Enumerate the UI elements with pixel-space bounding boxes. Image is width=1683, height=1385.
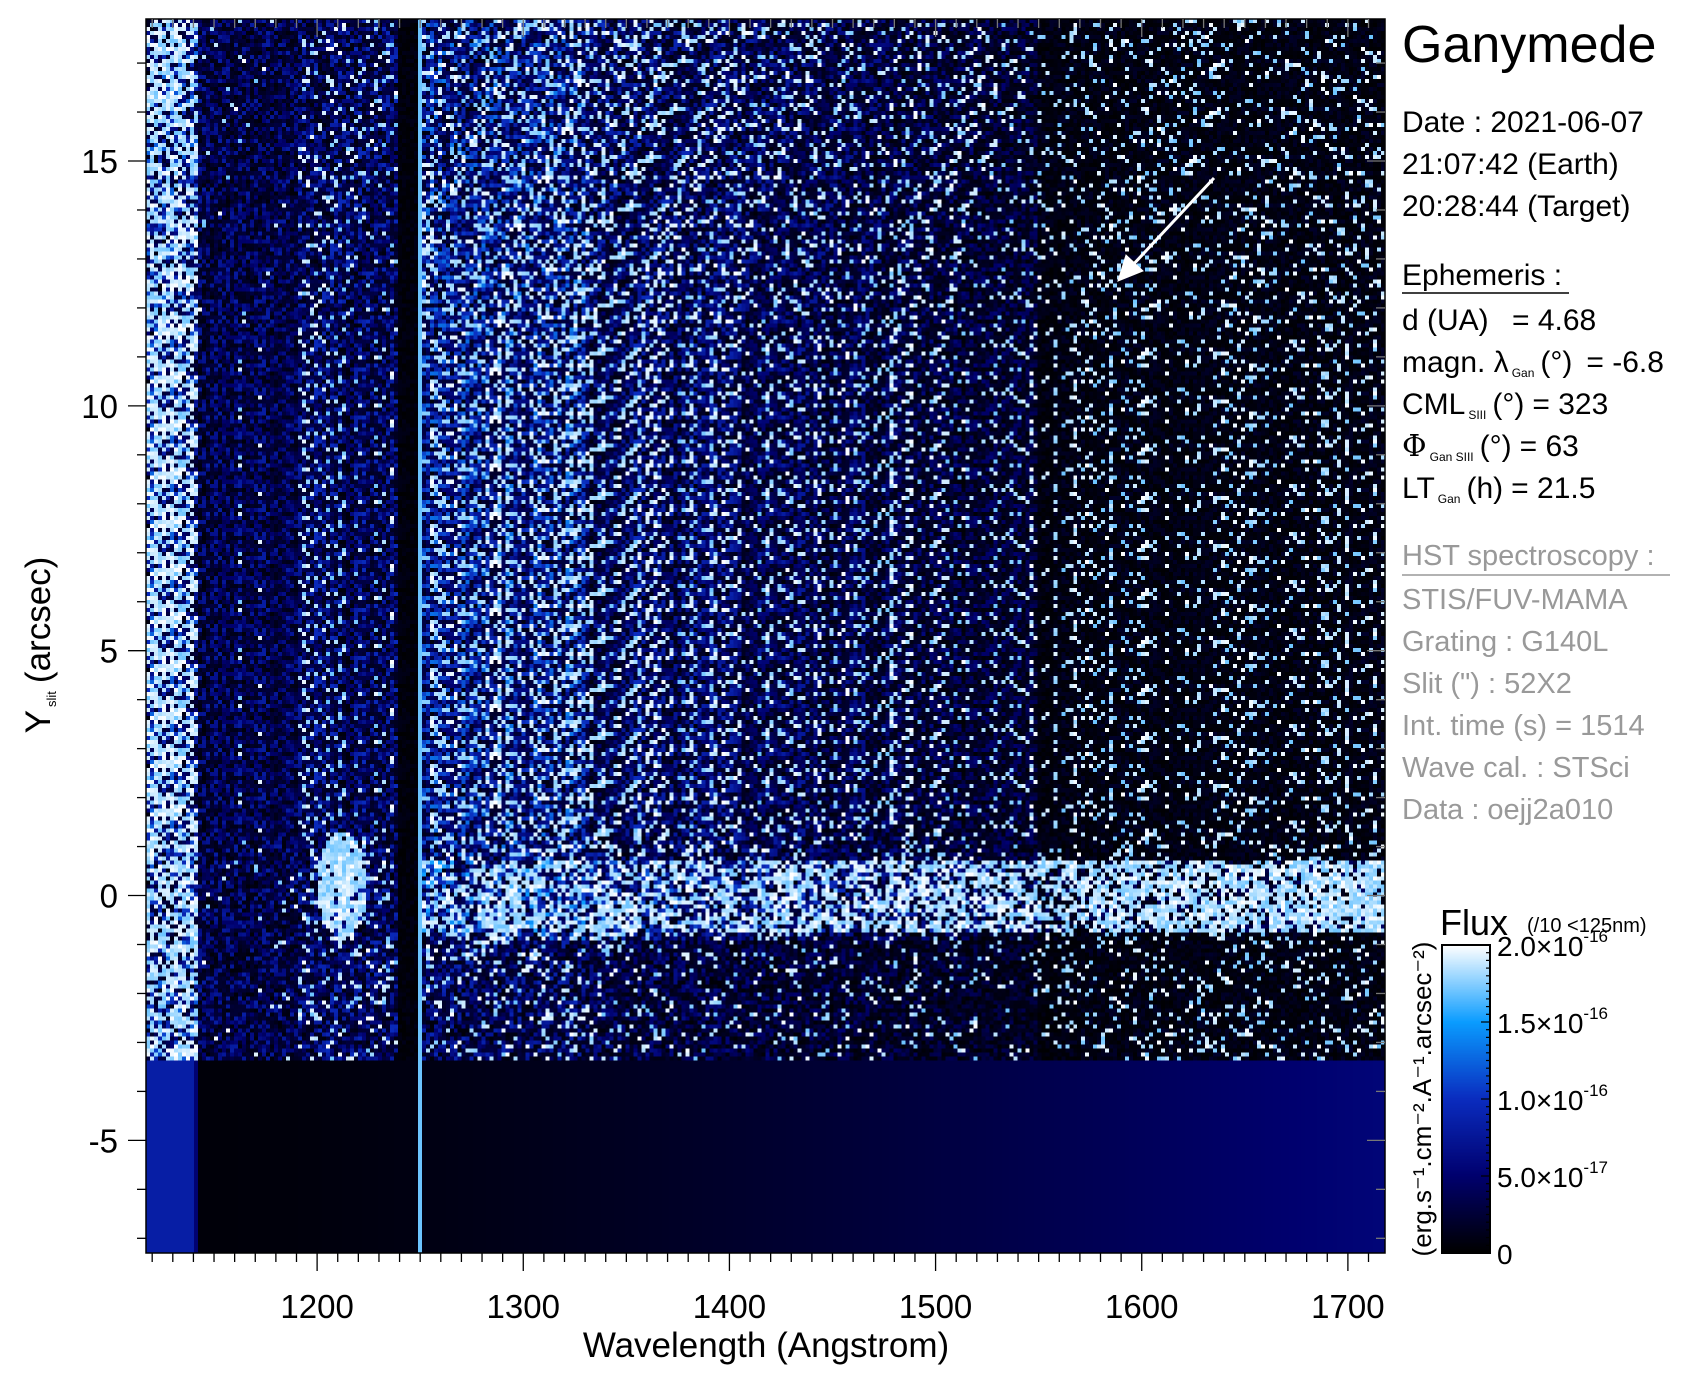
colorbar-tick-label: 2.0×10-16 <box>1497 927 1608 962</box>
target-time: 20:28:44 (Target) <box>1402 190 1630 223</box>
cml-row: CML SIII (°) = 323 <box>1402 388 1608 422</box>
colorbar-tick-label: 1.5×10-16 <box>1497 1004 1608 1039</box>
colorbar-tick-label: 0 <box>1497 1239 1513 1270</box>
x-tick-label: 1600 <box>1105 1288 1178 1325</box>
y-axis-label: Yslit (arcsec) <box>19 557 59 734</box>
colorbar-tick-label: 5.0×10-17 <box>1497 1158 1608 1193</box>
magnetic-latitude-row: magn. λ Gan (°) = -6.8 <box>1402 346 1664 380</box>
x-tick-label: 1500 <box>899 1288 972 1325</box>
y-axis-label-sub: slit <box>44 691 59 707</box>
colorbar-note: (/10 <125nm) <box>1527 915 1647 937</box>
y-tick-label: 15 <box>81 143 118 180</box>
y-tick-label: 10 <box>81 388 118 425</box>
y-tick-label: 5 <box>100 633 118 670</box>
colorbar-unit-label: (erg.s⁻¹.cm⁻².A⁻¹.arcsec⁻²) <box>1407 942 1437 1257</box>
y-axis-label-main: Y <box>19 710 58 733</box>
ephemeris-heading: Ephemeris : <box>1402 259 1562 292</box>
y-tick-label: 0 <box>100 878 118 915</box>
hst-instrument: STIS/FUV-MAMA <box>1402 584 1628 616</box>
spectral-image-heatmap <box>146 19 1385 1253</box>
y-axis-label-unit: (arcsec) <box>19 557 58 683</box>
phi-row: Φ Gan SIII (°) = 63 <box>1402 429 1579 464</box>
x-tick-label: 1300 <box>487 1288 560 1325</box>
x-tick-labels: 1200 1300 1400 1500 1600 1700 <box>280 1288 1384 1325</box>
hst-slit: Slit (") : 52X2 <box>1402 668 1572 700</box>
x-axis-label: Wavelength (Angstrom) <box>583 1326 949 1365</box>
x-tick-label: 1400 <box>693 1288 766 1325</box>
hst-data-id: Data : oejj2a010 <box>1402 794 1613 826</box>
colorbar-tick-labels: 0 5.0×10-17 1.0×10-16 1.5×10-16 2.0×10-16 <box>1497 927 1608 1270</box>
x-tick-label: 1200 <box>280 1288 353 1325</box>
x-tick-label: 1700 <box>1311 1288 1384 1325</box>
svg-text:Yslit(arcsec): Yslit (arcsec) <box>19 557 59 734</box>
arrow-annotation <box>1117 176 1216 282</box>
earth-time: 21:07:42 (Earth) <box>1402 148 1619 181</box>
hst-wave-calibration: Wave cal. : STSci <box>1402 752 1630 784</box>
y-tick-label: -5 <box>89 1122 118 1159</box>
colorbar-title: Flux <box>1440 902 1508 943</box>
hst-heading: HST spectroscopy : <box>1402 540 1655 572</box>
distance-row: d (UA) = 4.68 <box>1402 304 1596 337</box>
local-time-row: LT Gan (h) = 21.5 <box>1402 472 1595 506</box>
date-line: Date : 2021-06-07 <box>1402 106 1644 139</box>
colorbar-tick-label: 1.0×10-16 <box>1497 1081 1608 1116</box>
axis-ticks <box>128 19 1385 1271</box>
y-tick-labels: -5 0 5 10 15 <box>81 143 118 1159</box>
plot-frame <box>145 18 1386 1254</box>
hst-integration-time: Int. time (s) = 1514 <box>1402 710 1645 742</box>
colorbar-ticks <box>1481 944 1490 1254</box>
hst-grating: Grating : G140L <box>1402 626 1608 658</box>
target-title: Ganymede <box>1402 16 1656 74</box>
